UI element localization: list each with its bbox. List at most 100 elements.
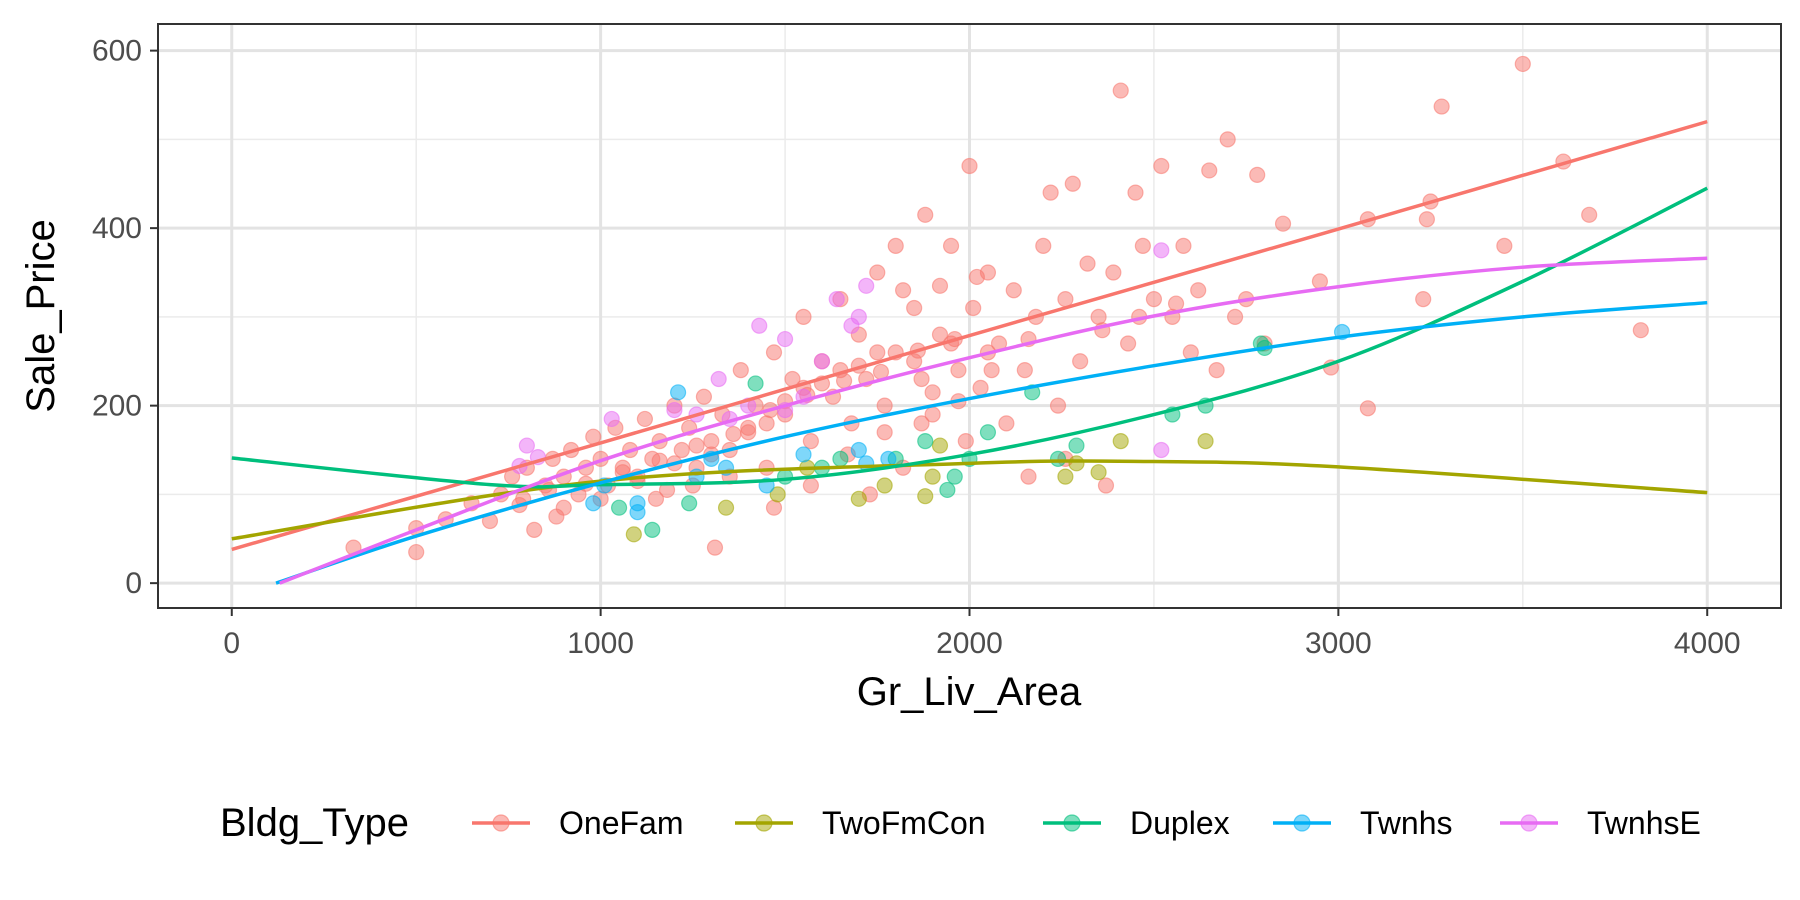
data-point-onefam xyxy=(1581,206,1598,223)
data-point-onefam xyxy=(965,299,982,317)
data-point-onefam xyxy=(913,370,930,388)
data-point-onefam xyxy=(876,397,893,414)
data-point-twofmcon xyxy=(931,437,949,454)
data-point-twnhs xyxy=(850,441,867,459)
data-point-onefam xyxy=(526,521,543,538)
data-point-twnhs xyxy=(629,495,646,512)
legend-keys: OneFam TwoFmCon Duplex Twnhs TwnhsE xyxy=(472,805,1701,841)
legend-key-point xyxy=(1293,814,1311,832)
data-point-onefam xyxy=(1005,282,1022,299)
data-point-twnhse xyxy=(776,330,794,348)
data-point-onefam xyxy=(1496,237,1513,254)
scatter-points xyxy=(345,55,1649,561)
data-point-twnhse xyxy=(1153,441,1170,459)
data-point-onefam xyxy=(555,499,572,516)
data-point-onefam xyxy=(1359,400,1376,417)
data-point-onefam xyxy=(802,433,819,450)
legend-key-point xyxy=(1520,814,1538,832)
data-point-duplex xyxy=(1068,437,1085,454)
data-point-twofmcon xyxy=(1197,433,1214,450)
data-point-onefam xyxy=(998,415,1015,432)
data-point-onefam xyxy=(1035,237,1052,254)
data-point-onefam xyxy=(1090,308,1107,325)
legend: Bldg_Type OneFam TwoFmCon Duplex Twnhs Twnhs… xyxy=(220,801,1701,845)
data-point-onefam xyxy=(887,237,904,254)
data-point-onefam xyxy=(950,362,967,379)
data-point-onefam xyxy=(1219,131,1236,148)
fit-line-duplex xyxy=(231,186,1709,489)
fit-line-twnhs xyxy=(275,300,1708,585)
x-axis-title: Gr_Liv_Area xyxy=(857,670,1082,714)
data-point-onefam xyxy=(1415,291,1432,308)
data-point-onefam xyxy=(408,543,425,561)
data-point-onefam xyxy=(1190,282,1207,299)
data-point-onefam xyxy=(725,425,742,443)
legend-item-onefam: OneFam xyxy=(472,805,683,841)
data-point-onefam xyxy=(1167,295,1185,312)
data-point-twnhs xyxy=(585,495,602,512)
data-point-onefam xyxy=(795,308,812,325)
data-point-onefam xyxy=(1079,255,1096,272)
data-point-twnhse xyxy=(603,410,620,428)
data-point-onefam xyxy=(636,410,654,428)
legend-key-point xyxy=(755,814,773,832)
fit-line-onefam xyxy=(231,119,1708,552)
data-point-twnhse xyxy=(843,317,860,334)
data-point-onefam xyxy=(1134,237,1151,254)
data-point-onefam xyxy=(765,499,783,516)
data-point-duplex xyxy=(681,495,698,512)
data-point-onefam xyxy=(1153,157,1170,175)
legend-item-twnhse: TwnhsE xyxy=(1500,805,1701,841)
data-point-twnhse xyxy=(1153,242,1170,259)
data-point-onefam xyxy=(732,362,749,379)
data-point-duplex xyxy=(747,375,764,392)
data-point-onefam xyxy=(1016,362,1033,379)
legend-label: TwoFmCon xyxy=(822,805,986,841)
data-point-onefam xyxy=(802,477,819,494)
data-point-twnhse xyxy=(518,437,535,454)
data-point-duplex xyxy=(776,468,794,485)
data-point-onefam xyxy=(1514,55,1531,73)
legend-title: Bldg_Type xyxy=(220,801,409,845)
data-point-twnhse xyxy=(710,370,727,388)
data-point-onefam xyxy=(1127,184,1144,201)
data-point-twnhse xyxy=(751,317,768,334)
y-axis-title: Sale_Price xyxy=(19,219,63,412)
data-point-onefam xyxy=(1105,264,1122,281)
data-point-onefam xyxy=(931,277,949,294)
data-point-twofmcon xyxy=(625,526,642,543)
data-point-twnhse xyxy=(813,353,831,370)
legend-label: OneFam xyxy=(559,805,683,841)
y-tick-label: 0 xyxy=(125,567,142,600)
data-point-onefam xyxy=(972,379,989,396)
data-point-twnhse xyxy=(666,401,683,419)
data-point-onefam xyxy=(758,415,775,432)
legend-item-twnhs: Twnhs xyxy=(1273,805,1452,841)
data-point-duplex xyxy=(610,499,628,516)
legend-item-twofmcon: TwoFmCon xyxy=(735,805,986,841)
data-point-onefam xyxy=(1311,273,1329,290)
data-point-onefam xyxy=(895,282,912,299)
data-point-onefam xyxy=(931,326,949,343)
data-point-onefam xyxy=(765,344,783,361)
data-point-twofmcon xyxy=(1068,455,1085,472)
data-point-twofmcon xyxy=(1090,464,1107,481)
data-point-onefam xyxy=(1057,291,1074,308)
data-point-onefam xyxy=(1064,175,1081,192)
data-point-onefam xyxy=(1175,237,1192,254)
data-point-twofmcon xyxy=(769,486,786,503)
data-point-twofmcon xyxy=(917,488,934,505)
x-tick-label: 2000 xyxy=(936,627,1003,660)
data-point-onefam xyxy=(758,459,775,476)
data-point-twofmcon xyxy=(1057,468,1074,485)
data-point-onefam xyxy=(1418,211,1435,228)
gridlines xyxy=(158,24,1781,608)
data-point-onefam xyxy=(869,264,886,281)
y-tick-label: 600 xyxy=(92,35,142,68)
data-point-onefam xyxy=(1249,166,1266,183)
x-tick-label: 0 xyxy=(223,627,240,660)
data-point-onefam xyxy=(1112,82,1129,99)
data-point-duplex xyxy=(644,521,661,538)
x-tick-label: 3000 xyxy=(1305,627,1372,660)
